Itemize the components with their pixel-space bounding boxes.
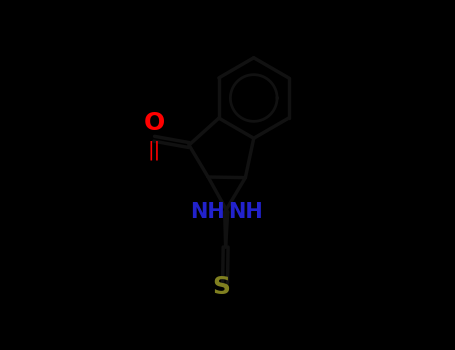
- Text: NH: NH: [228, 202, 263, 222]
- Text: NH: NH: [190, 202, 225, 222]
- Text: ||: ||: [147, 140, 161, 160]
- Text: S: S: [212, 275, 231, 299]
- Text: O: O: [143, 111, 165, 134]
